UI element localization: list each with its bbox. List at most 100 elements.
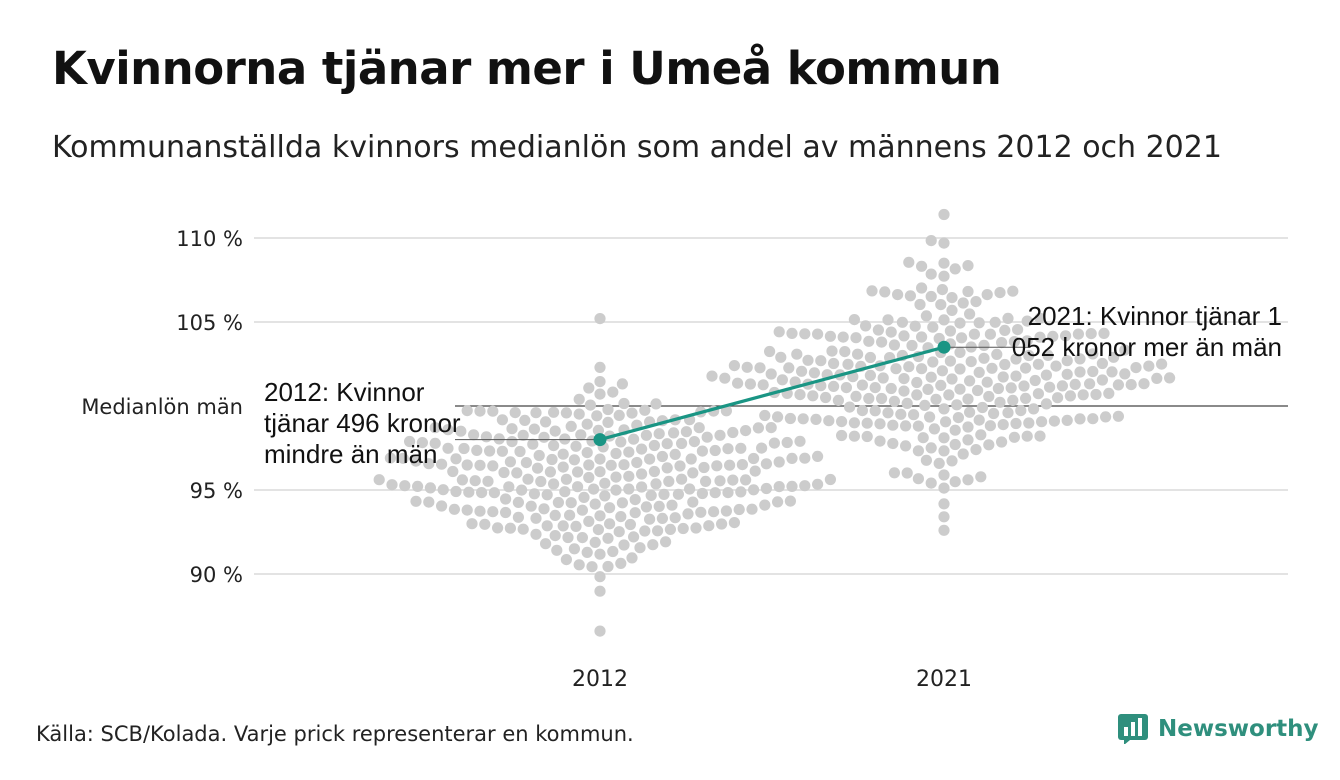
municipality-dot-2021: [994, 396, 1006, 408]
municipality-dot-2021: [916, 260, 928, 272]
municipality-dot-2021: [895, 408, 907, 420]
municipality-dot-2021: [1040, 398, 1052, 410]
municipality-dot-2021: [1061, 368, 1073, 380]
municipality-dot-2012: [594, 453, 606, 465]
municipality-dot-2021: [706, 370, 718, 382]
municipality-dot-2021: [892, 289, 904, 301]
municipality-dot-2012: [461, 459, 473, 471]
municipality-dot-2012: [639, 525, 651, 537]
municipality-dot-2021: [944, 325, 957, 337]
municipality-dot-2021: [928, 423, 941, 435]
municipality-dot-2012: [386, 479, 398, 491]
municipality-dot-2012: [613, 526, 625, 538]
municipality-dot-2012: [482, 475, 494, 487]
municipality-dot-2012: [714, 429, 726, 441]
municipality-dot-2021: [962, 434, 974, 446]
municipality-dot-2012: [570, 520, 582, 533]
municipality-dot-2012: [479, 518, 491, 530]
municipality-dot-2012: [448, 503, 460, 515]
municipality-dot-2012: [527, 438, 539, 450]
municipality-dot-2012: [511, 467, 523, 479]
municipality-dot-2012: [687, 496, 699, 508]
municipality-dot-2012: [583, 382, 595, 394]
municipality-dot-2021: [1108, 351, 1120, 363]
municipality-dot-2021: [1015, 405, 1027, 417]
municipality-dot-2012: [404, 435, 416, 448]
municipality-dot-2012: [628, 433, 640, 445]
source-note: Källa: SCB/Kolada. Varje prick represent…: [36, 722, 634, 746]
municipality-dot-2021: [1050, 360, 1062, 372]
municipality-dot-2012: [517, 523, 529, 535]
municipality-dot-2012: [618, 397, 630, 410]
municipality-dot-2021: [828, 380, 840, 392]
municipality-dot-2012: [519, 414, 531, 426]
municipality-dot-2012: [548, 478, 560, 490]
municipality-dot-2012: [615, 436, 627, 448]
municipality-dot-2021: [906, 339, 918, 352]
municipality-dot-2012: [565, 420, 577, 432]
municipality-dot-2021: [1087, 413, 1099, 425]
municipality-dot-2012: [716, 518, 728, 530]
municipality-dot-2012: [549, 509, 561, 521]
municipality-dot-2021: [773, 326, 785, 338]
municipality-dot-2012: [594, 313, 606, 325]
municipality-dot-2012: [492, 522, 504, 534]
municipality-dot-2021: [1056, 380, 1068, 392]
newsworthy-logo-icon: [1118, 714, 1148, 744]
municipality-dot-2021: [916, 363, 928, 375]
municipality-dot-2021: [1048, 415, 1060, 427]
municipality-dot-2021: [988, 407, 1000, 420]
municipality-dot-2021: [938, 498, 950, 510]
municipality-dot-2021: [973, 414, 985, 426]
municipality-dot-2021: [1100, 411, 1112, 423]
municipality-dot-2012: [644, 453, 656, 465]
municipality-dot-2021: [764, 345, 776, 358]
municipality-dot-2012: [557, 448, 569, 460]
municipality-dot-2012: [541, 489, 553, 501]
municipality-dot-2021: [882, 407, 894, 419]
municipality-dot-2021: [946, 292, 958, 304]
municipality-dot-2021: [938, 432, 950, 444]
municipality-dot-2021: [876, 392, 888, 405]
municipality-dot-2021: [954, 363, 966, 375]
municipality-dot-2021: [920, 310, 933, 322]
brand[interactable]: Newsworthy: [1118, 714, 1319, 744]
municipality-dot-2012: [535, 475, 547, 488]
municipality-dot-2021: [888, 467, 901, 479]
municipality-dot-2012: [631, 456, 643, 469]
municipality-dot-2021: [976, 401, 989, 414]
municipality-dot-2021: [965, 356, 977, 368]
municipality-dot-2021: [1020, 362, 1032, 374]
municipality-dot-2012: [496, 445, 508, 457]
municipality-dot-2012: [551, 544, 563, 556]
municipality-dot-2021: [997, 419, 1009, 431]
municipality-dot-2021: [904, 290, 917, 302]
highlight-point-2012: [593, 433, 607, 447]
municipality-dot-2021: [828, 357, 840, 370]
municipality-dot-2012: [487, 460, 499, 472]
municipality-dot-2012: [727, 426, 739, 439]
municipality-dot-2021: [972, 384, 984, 397]
municipality-dot-2021: [896, 316, 909, 328]
municipality-dot-2012: [474, 459, 486, 471]
municipality-dot-2012: [410, 455, 422, 467]
municipality-dot-2021: [1061, 355, 1073, 367]
municipality-dot-2021: [952, 412, 965, 424]
municipality-dot-2021: [874, 418, 886, 430]
municipality-dot-2021: [938, 270, 950, 282]
municipality-dot-2021: [783, 362, 795, 374]
municipality-dot-2012: [666, 499, 678, 511]
municipality-dot-2012: [626, 552, 638, 564]
municipality-dot-2012: [610, 484, 622, 496]
municipality-dot-2012: [610, 447, 622, 460]
municipality-dot-2012: [548, 406, 560, 418]
municipality-dot-2021: [999, 358, 1011, 371]
municipality-dot-2012: [661, 438, 673, 450]
municipality-dot-2021: [888, 339, 901, 351]
municipality-dot-2021: [908, 409, 920, 421]
municipality-dot-2021: [999, 324, 1011, 336]
y-axis-ticks: 90 % 95 % 105 % 110 %: [176, 227, 243, 587]
municipality-dot-2012: [474, 405, 486, 417]
municipality-dot-2012: [695, 506, 707, 518]
municipality-dot-2021: [856, 379, 869, 391]
